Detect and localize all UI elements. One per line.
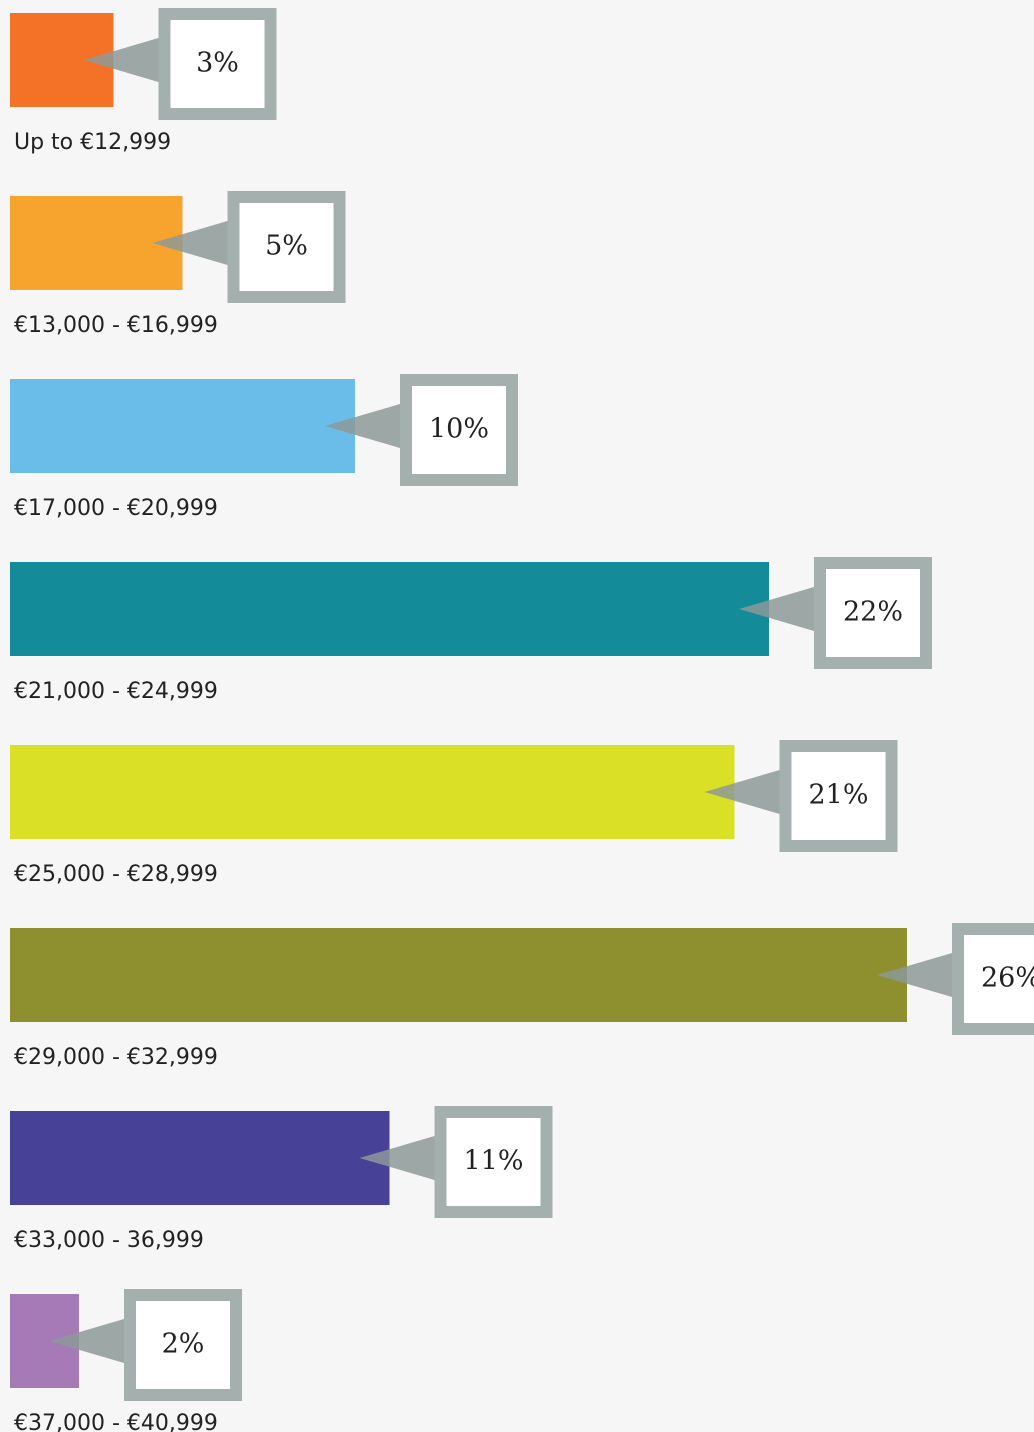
bar (10, 379, 355, 473)
callout-pointer (704, 770, 780, 814)
category-label: €13,000 - €16,999 (14, 313, 218, 338)
category-label: €17,000 - €20,999 (14, 496, 218, 521)
callout-pointer (877, 953, 952, 997)
callout-box (952, 923, 1034, 1035)
callout-pointer (359, 1136, 435, 1180)
callout-box (124, 1289, 242, 1401)
value-label: 26% (981, 963, 1034, 994)
callout-box (227, 191, 346, 303)
bar (10, 745, 735, 839)
category-label: €29,000 - €32,999 (14, 1045, 218, 1070)
callout-box (779, 740, 898, 852)
category-label: €37,000 - €40,999 (14, 1411, 218, 1432)
callout-pointer (325, 404, 400, 448)
bar (10, 928, 907, 1022)
bar (10, 1111, 390, 1205)
callout-pointer (739, 587, 814, 631)
value-label: 2% (162, 1329, 205, 1360)
callout-box (434, 1106, 553, 1218)
value-label: 21% (808, 780, 868, 811)
value-label: 3% (196, 48, 239, 79)
value-label: 22% (843, 597, 903, 628)
callout-box (400, 374, 518, 486)
category-label: €21,000 - €24,999 (14, 679, 218, 704)
callout-pointer (152, 221, 228, 265)
bar (10, 562, 769, 656)
callout-pointer (49, 1319, 124, 1363)
value-label: 11% (463, 1146, 523, 1177)
value-label: 5% (265, 231, 308, 262)
callout-box (158, 8, 277, 120)
category-label: €25,000 - €28,999 (14, 862, 218, 887)
callout-box (814, 557, 932, 669)
category-label: €33,000 - 36,999 (14, 1228, 204, 1253)
callout-pointer (83, 38, 159, 82)
category-label: Up to €12,999 (14, 130, 171, 155)
value-label: 10% (429, 414, 489, 445)
